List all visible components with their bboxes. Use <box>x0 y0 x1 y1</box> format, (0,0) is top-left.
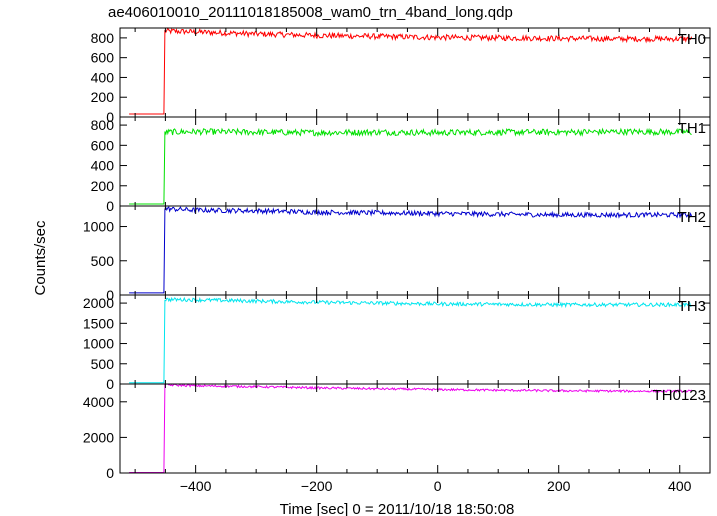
panel-th1: 0 200 400 600 800 TH1 <box>91 116 711 214</box>
y-tick-label: 500 <box>91 356 115 372</box>
y-tick-label: 2000 <box>83 295 114 311</box>
panel-label: TH0123 <box>653 387 706 404</box>
panel-frame <box>119 205 711 296</box>
series-line-th0 <box>129 27 693 115</box>
y-tick-label: 4000 <box>83 394 114 410</box>
panel-label: TH1 <box>678 120 706 137</box>
panel-label: TH0 <box>678 31 706 48</box>
panel-th3: 0 500 1000 1500 2000 TH3 <box>83 294 711 392</box>
panel-th0: 0 200 400 600 800 TH0 <box>91 27 711 125</box>
x-tick-label: −400 <box>180 478 212 494</box>
panel-label: TH3 <box>678 298 706 315</box>
panels-layer: 0 200 400 600 800 TH0 0 200 400 600 800 TH1 0 500 1000… <box>83 27 711 494</box>
y-tick-label: 1000 <box>83 336 114 352</box>
y-tick-label: 200 <box>91 178 115 194</box>
panel-label: TH2 <box>678 209 706 226</box>
panel-frame <box>119 383 711 474</box>
y-tick-label: 200 <box>91 89 115 105</box>
x-tick-label: 0 <box>434 478 442 494</box>
panel-frame <box>119 294 711 385</box>
x-axis-label: Time [sec] 0 = 2011/10/18 18:50:08 <box>280 501 515 516</box>
chart-title: ae406010010_20111018185008_wam0_trn_4ban… <box>108 4 513 21</box>
y-tick-label: 0 <box>106 287 114 303</box>
y-tick-label: 1000 <box>83 219 114 235</box>
y-tick-label: 800 <box>91 30 115 46</box>
y-tick-label: 600 <box>91 137 115 153</box>
y-tick-label: 0 <box>106 376 114 392</box>
y-axis-label: Counts/sec <box>32 220 49 296</box>
y-tick-label: 0 <box>106 465 114 481</box>
panel-th2: 0 500 1000 TH2 <box>83 205 711 303</box>
series-line-th1 <box>129 127 692 205</box>
panel-th0123: 0 2000 4000 TH0123 <box>83 383 711 481</box>
y-tick-label: 1500 <box>83 315 114 331</box>
series-line-th3 <box>129 296 692 384</box>
y-tick-label: 400 <box>91 158 115 174</box>
y-tick-label: 800 <box>91 117 115 133</box>
series-line-th2 <box>129 206 693 294</box>
x-tick-label: 400 <box>668 478 692 494</box>
y-tick-label: 500 <box>91 253 115 269</box>
y-tick-label: 600 <box>91 50 115 66</box>
y-tick-label: 0 <box>106 109 114 125</box>
x-tick-label: 200 <box>547 478 571 494</box>
x-tick-label: −200 <box>301 478 333 494</box>
y-tick-label: 400 <box>91 69 115 85</box>
series-line-th0123 <box>129 383 692 473</box>
y-tick-label: 0 <box>106 198 114 214</box>
panel-frame <box>119 27 711 118</box>
y-tick-label: 2000 <box>83 429 114 445</box>
